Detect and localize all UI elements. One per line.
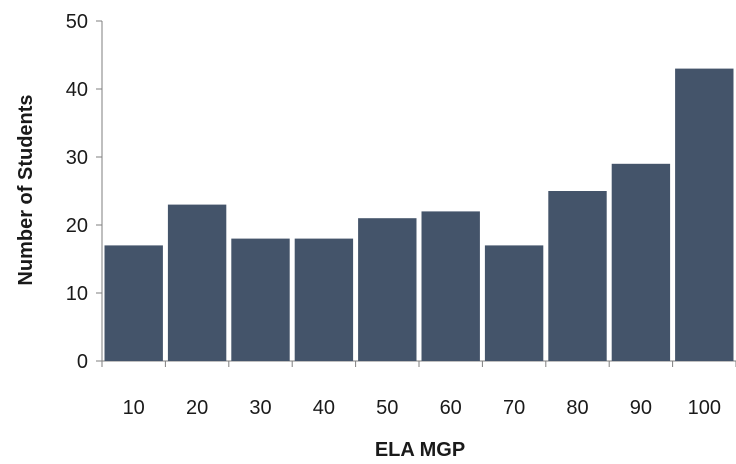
bar xyxy=(675,68,734,361)
y-axis-title: Number of Students xyxy=(15,94,37,285)
x-tick-label: 10 xyxy=(123,397,145,419)
y-tick-label: 30 xyxy=(66,147,88,169)
x-axis-title: ELA MGP xyxy=(375,439,465,461)
x-tick-label: 70 xyxy=(503,397,525,419)
bar xyxy=(358,218,417,361)
x-tick-label: 20 xyxy=(186,397,208,419)
x-tick-label: 40 xyxy=(313,397,335,419)
bar xyxy=(294,238,354,361)
bar xyxy=(167,204,227,361)
bars xyxy=(104,68,734,361)
x-tick-label: 80 xyxy=(566,397,588,419)
bar xyxy=(104,245,163,361)
y-tick-label: 10 xyxy=(66,283,88,305)
y-tick-label: 20 xyxy=(66,215,88,237)
x-tick-label: 50 xyxy=(376,397,398,419)
x-tick-label: 60 xyxy=(440,397,462,419)
bar xyxy=(421,211,480,361)
x-axis: 10 20 30 40 50 60 70 80 90 100 xyxy=(101,360,736,419)
bar xyxy=(484,245,544,361)
y-tick-label: 50 xyxy=(66,11,88,33)
x-tick-label: 100 xyxy=(688,397,721,419)
x-tick-label: 90 xyxy=(630,397,652,419)
x-tick-label: 30 xyxy=(249,397,271,419)
y-tick-label: 0 xyxy=(77,351,88,373)
bar xyxy=(231,238,290,361)
bar xyxy=(611,163,671,361)
y-tick-label: 40 xyxy=(66,79,88,101)
bar xyxy=(548,191,607,361)
y-axis: 0 10 20 30 40 50 xyxy=(66,11,103,373)
